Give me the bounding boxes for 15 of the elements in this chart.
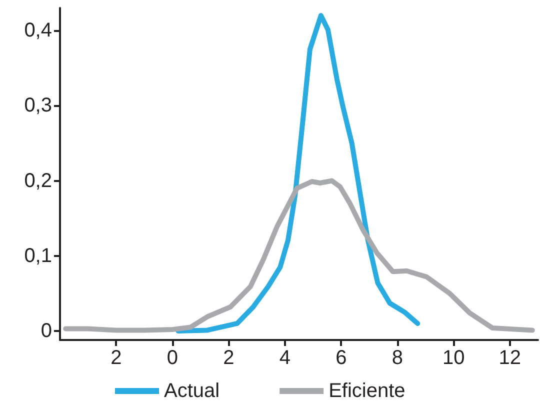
x-tick-label: 6 <box>336 347 347 369</box>
x-tick-label: 4 <box>279 347 291 369</box>
x-tick-label: 2 <box>110 347 122 369</box>
y-tick-label: 0 <box>40 320 52 342</box>
x-tick-label: 0 <box>166 347 178 369</box>
y-tick-label: 0,2 <box>24 170 52 192</box>
legend-label: Actual <box>164 380 220 402</box>
y-tick-label: 0,1 <box>24 244 52 267</box>
y-tick-label: 0,3 <box>24 94 52 117</box>
legend-label: Eficiente <box>328 380 406 402</box>
x-tick-label: 8 <box>392 347 403 369</box>
x-tick-label: 2 <box>223 347 234 369</box>
y-tick-label: 0,4 <box>24 20 52 42</box>
x-tick-label: 10 <box>442 347 465 369</box>
x-tick-label: 12 <box>498 347 522 369</box>
